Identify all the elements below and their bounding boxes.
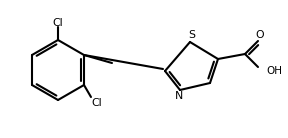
Text: O: O (256, 30, 264, 40)
Text: Cl: Cl (53, 18, 63, 27)
Text: N: N (175, 91, 183, 101)
Text: S: S (189, 30, 196, 40)
Text: OH: OH (266, 66, 282, 76)
Text: Cl: Cl (92, 98, 102, 108)
